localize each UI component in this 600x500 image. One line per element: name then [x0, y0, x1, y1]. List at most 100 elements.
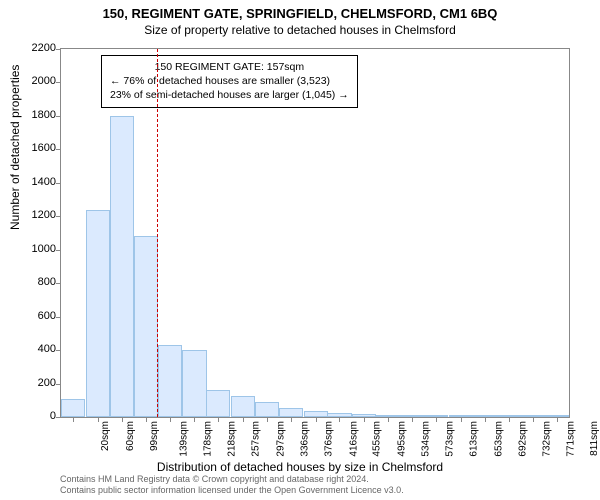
ytick-mark — [56, 283, 61, 284]
ytick-label: 600 — [16, 310, 56, 322]
ytick-mark — [56, 216, 61, 217]
chart-container: 150, REGIMENT GATE, SPRINGFIELD, CHELMSF… — [0, 0, 600, 500]
xtick-label: 692sqm — [517, 421, 528, 457]
xtick-mark — [73, 417, 74, 422]
histogram-bar — [352, 414, 376, 417]
xtick-mark — [533, 417, 534, 422]
xtick-label: 336sqm — [299, 421, 310, 457]
xtick-mark — [243, 417, 244, 422]
xtick-label: 534sqm — [420, 421, 431, 457]
ytick-label: 400 — [16, 343, 56, 355]
xtick-label: 811sqm — [589, 421, 600, 456]
footnote-line1: Contains HM Land Registry data © Crown c… — [60, 474, 404, 485]
histogram-bar — [376, 415, 400, 417]
histogram-bar — [472, 415, 496, 417]
xtick-mark — [218, 417, 219, 422]
xtick-mark — [194, 417, 195, 422]
annotation-line2: ← 76% of detached houses are smaller (3,… — [110, 74, 349, 88]
ytick-label: 200 — [16, 377, 56, 389]
ytick-mark — [56, 350, 61, 351]
xtick-label: 573sqm — [444, 421, 455, 457]
histogram-bar — [400, 415, 424, 417]
xtick-label: 139sqm — [179, 421, 190, 457]
chart-title: 150, REGIMENT GATE, SPRINGFIELD, CHELMSF… — [0, 0, 600, 21]
histogram-bar — [206, 390, 230, 417]
xtick-mark — [146, 417, 147, 422]
histogram-bar — [86, 210, 110, 417]
ytick-label: 1400 — [16, 176, 56, 188]
ytick-mark — [56, 149, 61, 150]
xtick-mark — [485, 417, 486, 422]
histogram-bar — [545, 415, 569, 417]
xtick-label: 455sqm — [372, 421, 383, 457]
reference-line — [157, 49, 158, 417]
histogram-bar — [304, 411, 328, 417]
histogram-bar — [110, 116, 134, 417]
histogram-bar — [521, 415, 545, 417]
xtick-mark — [339, 417, 340, 422]
histogram-bar — [158, 345, 182, 417]
histogram-bar — [255, 402, 279, 417]
x-axis-label: Distribution of detached houses by size … — [0, 460, 600, 474]
ytick-label: 1600 — [16, 142, 56, 154]
histogram-bar — [279, 408, 303, 417]
footnote: Contains HM Land Registry data © Crown c… — [60, 474, 404, 496]
ytick-mark — [56, 250, 61, 251]
xtick-label: 297sqm — [275, 421, 286, 457]
xtick-mark — [267, 417, 268, 422]
xtick-label: 653sqm — [493, 421, 504, 457]
annotation-line1: 150 REGIMENT GATE: 157sqm — [110, 60, 349, 74]
histogram-bar — [61, 399, 85, 417]
histogram-bar — [182, 350, 206, 417]
histogram-bar — [134, 236, 158, 417]
xtick-mark — [98, 417, 99, 422]
ytick-label: 1000 — [16, 243, 56, 255]
xtick-mark — [436, 417, 437, 422]
xtick-label: 613sqm — [469, 421, 480, 457]
xtick-mark — [412, 417, 413, 422]
xtick-label: 376sqm — [324, 421, 335, 457]
xtick-mark — [364, 417, 365, 422]
ytick-label: 0 — [16, 410, 56, 422]
histogram-bar — [327, 413, 351, 417]
xtick-label: 416sqm — [348, 421, 359, 457]
xtick-label: 99sqm — [149, 421, 160, 451]
xtick-mark — [316, 417, 317, 422]
xtick-mark — [170, 417, 171, 422]
footnote-line2: Contains public sector information licen… — [60, 485, 404, 496]
ytick-label: 2200 — [16, 42, 56, 54]
histogram-bar — [424, 415, 448, 417]
histogram-bar — [449, 415, 473, 417]
ytick-label: 1200 — [16, 209, 56, 221]
ytick-mark — [56, 116, 61, 117]
ytick-label: 800 — [16, 276, 56, 288]
xtick-mark — [557, 417, 558, 422]
ytick-mark — [56, 82, 61, 83]
xtick-label: 20sqm — [100, 421, 111, 451]
xtick-label: 771sqm — [565, 421, 576, 457]
ytick-mark — [56, 183, 61, 184]
chart-subtitle: Size of property relative to detached ho… — [0, 21, 600, 37]
ytick-mark — [56, 49, 61, 50]
xtick-mark — [291, 417, 292, 422]
histogram-bar — [497, 415, 521, 417]
xtick-mark — [509, 417, 510, 422]
annotation-line3: 23% of semi-detached houses are larger (… — [110, 88, 349, 102]
histogram-bar — [231, 396, 255, 417]
xtick-mark — [122, 417, 123, 422]
ytick-mark — [56, 384, 61, 385]
xtick-label: 60sqm — [125, 421, 136, 451]
xtick-mark — [388, 417, 389, 422]
ytick-mark — [56, 417, 61, 418]
xtick-mark — [461, 417, 462, 422]
plot-area: 150 REGIMENT GATE: 157sqm ← 76% of detac… — [60, 48, 570, 418]
xtick-label: 732sqm — [542, 421, 553, 457]
xtick-label: 257sqm — [251, 421, 262, 457]
annotation-box: 150 REGIMENT GATE: 157sqm ← 76% of detac… — [101, 55, 358, 108]
xtick-label: 495sqm — [397, 421, 408, 457]
xtick-label: 178sqm — [203, 421, 214, 457]
ytick-mark — [56, 317, 61, 318]
ytick-label: 1800 — [16, 109, 56, 121]
ytick-label: 2000 — [16, 75, 56, 87]
xtick-label: 218sqm — [227, 421, 238, 457]
